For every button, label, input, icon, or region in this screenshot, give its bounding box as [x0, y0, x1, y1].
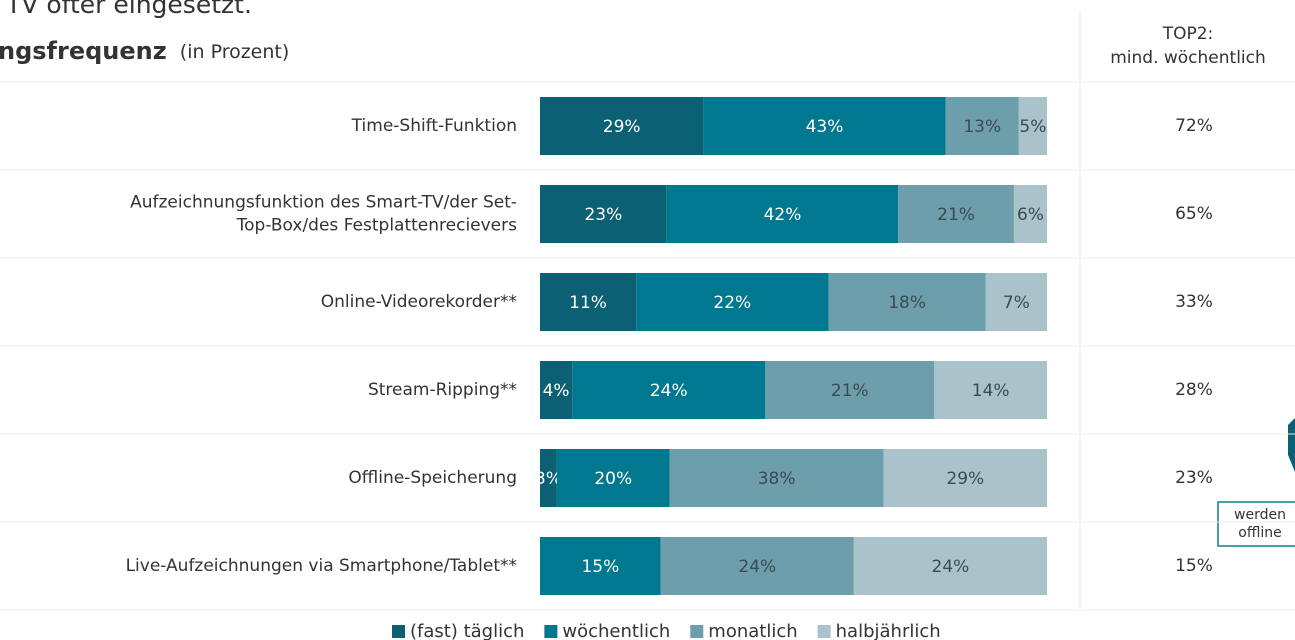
category-label: Online-Videorekorder** [321, 292, 517, 312]
annotation-text: werden [1234, 507, 1286, 523]
value-label: 22% [713, 293, 751, 313]
value-label: 43% [806, 117, 844, 137]
bar-segment [703, 97, 946, 155]
bar-segment [828, 273, 986, 331]
value-label: 21% [831, 381, 869, 401]
category-label: Live-Aufzeichnungen via Smartphone/Table… [126, 556, 517, 576]
top2-header: TOP2: [1162, 24, 1214, 44]
bar-segment [945, 97, 1019, 155]
legend-label: halbjährlich [836, 621, 941, 640]
legend-swatch [817, 625, 831, 638]
legend-swatch [690, 625, 704, 638]
value-label: 42% [764, 205, 802, 225]
value-label: 24% [932, 557, 970, 577]
value-label: 3% [535, 469, 562, 489]
bar-segment [898, 185, 1014, 243]
top2-header: mind. wöchentlich [1110, 48, 1266, 68]
value-label: 23% [584, 205, 622, 225]
bar-segment [540, 449, 557, 507]
annotation-box [1217, 501, 1295, 547]
legend-label: monatlich [708, 621, 797, 640]
bar-segment [636, 273, 829, 331]
bar-segment [660, 537, 854, 595]
bar-segment [853, 537, 1047, 595]
category-label: Aufzeichnungsfunktion des Smart-TV/der S… [130, 193, 517, 213]
value-label: 5% [1019, 117, 1046, 137]
value-label: 4% [543, 381, 570, 401]
top2-value: 72% [1175, 116, 1213, 136]
value-label: 6% [1017, 205, 1044, 225]
top2-value: 23% [1175, 468, 1213, 488]
value-label: 24% [738, 557, 776, 577]
bar-segment [934, 361, 1047, 419]
value-label: 20% [594, 469, 632, 489]
value-label: 14% [972, 381, 1010, 401]
category-label: Offline-Speicherung [348, 468, 517, 488]
value-label: 38% [758, 469, 796, 489]
value-label: 29% [603, 117, 641, 137]
bar-segment [556, 449, 670, 507]
decor-shape [1288, 418, 1295, 472]
value-label: 24% [650, 381, 688, 401]
intro-text: TV öfter eingesetzt. [5, 0, 252, 19]
bar-segment [1018, 97, 1047, 155]
bar-segment [540, 185, 667, 243]
bar-segment [669, 449, 884, 507]
top2-value: 33% [1175, 292, 1213, 312]
bar-segment [540, 97, 704, 155]
annotation-text: offline [1238, 525, 1281, 541]
top2-value: 15% [1175, 556, 1213, 576]
legend-label: (fast) täglich [410, 621, 524, 640]
bar-segment [985, 273, 1047, 331]
bar-segment [540, 273, 637, 331]
subtitle: (in Prozent) [180, 41, 289, 63]
category-label: Time-Shift-Funktion [351, 116, 517, 136]
value-label: 7% [1003, 293, 1030, 313]
title: ngsfrequenz [0, 37, 167, 65]
value-label: 29% [946, 469, 984, 489]
legend-swatch [392, 625, 405, 638]
bar-segment [765, 361, 935, 419]
bar-segment [540, 537, 661, 595]
chart-title: ngsfrequenz (in Prozent) [0, 37, 289, 65]
category-label: Top-Box/des Festplattenrecievers [236, 216, 517, 236]
value-label: 11% [569, 293, 607, 313]
bar-segment [1013, 185, 1047, 243]
top2-value: 65% [1175, 204, 1213, 224]
value-label: 15% [581, 557, 619, 577]
bar-segment [572, 361, 766, 419]
bar-segment [540, 361, 573, 419]
value-label: 13% [963, 117, 1001, 137]
legend-swatch [544, 625, 558, 638]
bar-segment [666, 185, 899, 243]
legend-label: wöchentlich [562, 621, 670, 640]
category-label: Stream-Ripping** [368, 380, 517, 400]
bar-segment [883, 449, 1047, 507]
value-label: 18% [888, 293, 926, 313]
value-label: 21% [937, 205, 975, 225]
top2-value: 28% [1175, 380, 1213, 400]
